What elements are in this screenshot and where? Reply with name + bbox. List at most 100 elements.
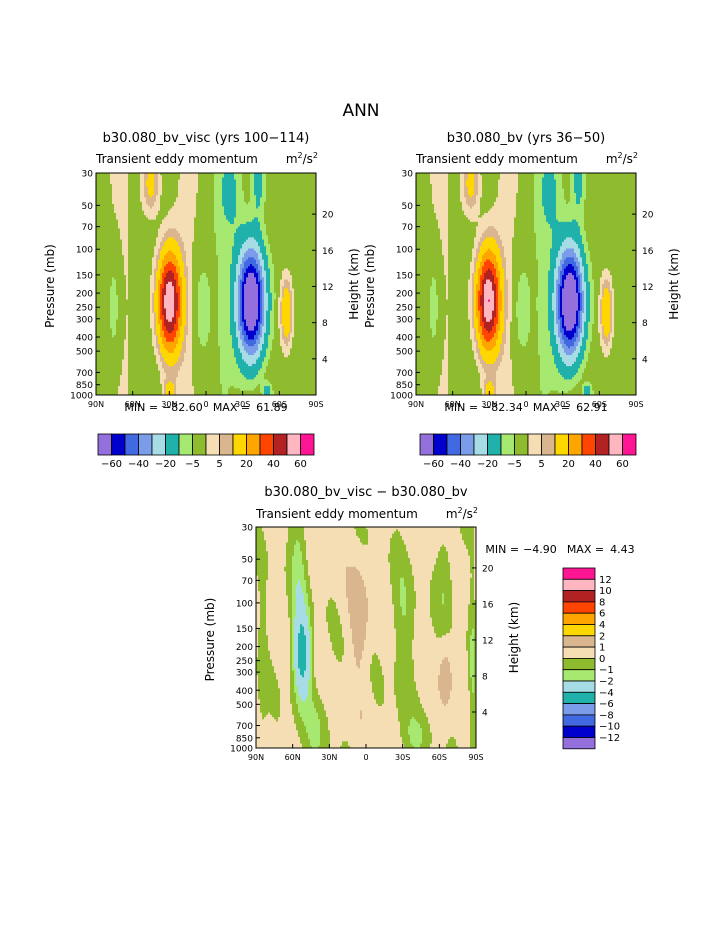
contour-cell [268, 192, 271, 196]
contour-cell [152, 215, 155, 218]
contour-cell [186, 215, 189, 218]
contour-cell [234, 224, 237, 227]
contour-cell [152, 179, 155, 183]
contour-cell [126, 208, 129, 212]
contour-cell [176, 206, 179, 209]
contour-cell [224, 215, 227, 218]
contour-cell [162, 173, 165, 176]
contour-cell [234, 206, 237, 209]
contour-cell [188, 179, 191, 183]
contour-cell [98, 186, 101, 189]
contour-cell [310, 210, 313, 214]
contour-cell [294, 206, 297, 209]
contour-cell [232, 221, 235, 225]
contour-cell [158, 181, 161, 185]
contour-cell [134, 224, 137, 227]
contour-cell [282, 210, 285, 214]
contour-cell [140, 215, 143, 218]
contour-cell [266, 195, 269, 198]
contour-cell [134, 177, 137, 181]
contour-cell [310, 190, 313, 194]
contour-cell [222, 224, 225, 227]
contour-cell [156, 210, 159, 214]
contour-cell [258, 212, 261, 216]
contour-cell [236, 224, 239, 227]
contour-cell [308, 177, 311, 181]
contour-cell [120, 184, 123, 187]
contour-cell [194, 199, 197, 203]
contour-cell [240, 217, 243, 221]
contour-cell [154, 217, 157, 221]
contour-cell [148, 219, 151, 223]
contour-cell [286, 179, 289, 183]
contour-cell [308, 199, 311, 203]
contour-cell [294, 199, 297, 203]
contour-cell [224, 192, 227, 196]
contour-cell [284, 201, 287, 205]
contour-cell [300, 181, 303, 185]
contour-cell [234, 177, 237, 181]
contour-cell [238, 177, 241, 181]
contour-cell [148, 179, 151, 183]
contour-cell [114, 210, 117, 214]
contour-cell [302, 181, 305, 185]
contour-cell [282, 177, 285, 181]
contour-cell [288, 175, 291, 178]
contour-cell [188, 199, 191, 203]
contour-cell [178, 181, 181, 185]
contour-cell [122, 224, 125, 227]
contour-cell [204, 219, 207, 223]
contour-cell [160, 212, 163, 216]
contour-cell [210, 217, 213, 221]
contour-cell [310, 224, 313, 227]
contour-cell [252, 208, 255, 212]
contour-cell [118, 190, 121, 194]
contour-cell [208, 195, 211, 198]
contour-cell [288, 197, 291, 201]
contour-cell [292, 184, 295, 187]
contour-cell [220, 215, 223, 218]
contour-cell [268, 199, 271, 203]
contour-cell [226, 204, 229, 207]
contour-cell [188, 215, 191, 218]
contour-cell [276, 173, 279, 176]
contour-cell [236, 206, 239, 209]
contour-cell [240, 206, 243, 209]
contour-cell [186, 173, 189, 176]
contour-cell [126, 206, 129, 209]
contour-cell [228, 179, 231, 183]
contour-cell [278, 219, 281, 223]
contour-cell [116, 197, 119, 201]
contour-cell [142, 215, 145, 218]
contour-cell [148, 212, 151, 216]
contour-cell [198, 224, 201, 227]
contour-cell [96, 179, 99, 183]
contour-cell [130, 177, 133, 181]
contour-cell [214, 197, 217, 201]
contour-cell [264, 184, 267, 187]
contour-cell [246, 195, 249, 198]
contour-cell [302, 217, 305, 221]
contour-cell [292, 224, 295, 227]
contour-cell [278, 201, 281, 205]
contour-cell [114, 206, 117, 209]
contour-cell [254, 181, 257, 185]
contour-cell [258, 208, 261, 212]
contour-cell [202, 195, 205, 198]
contour-cell [266, 208, 269, 212]
contour-cell [138, 206, 141, 209]
contour-cell [116, 188, 119, 192]
contour-cell [222, 197, 225, 201]
contour-cell [140, 224, 143, 227]
contour-cell [142, 192, 145, 196]
contour-cell [310, 221, 313, 225]
contour-cell [308, 210, 311, 214]
contour-cell [284, 206, 287, 209]
contour-cell [224, 208, 227, 212]
contour-cell [304, 190, 307, 194]
contour-cell [120, 175, 123, 178]
contour-cell [136, 199, 139, 203]
contour-cell [98, 206, 101, 209]
contour-cell [308, 212, 311, 216]
contour-cell [180, 184, 183, 187]
